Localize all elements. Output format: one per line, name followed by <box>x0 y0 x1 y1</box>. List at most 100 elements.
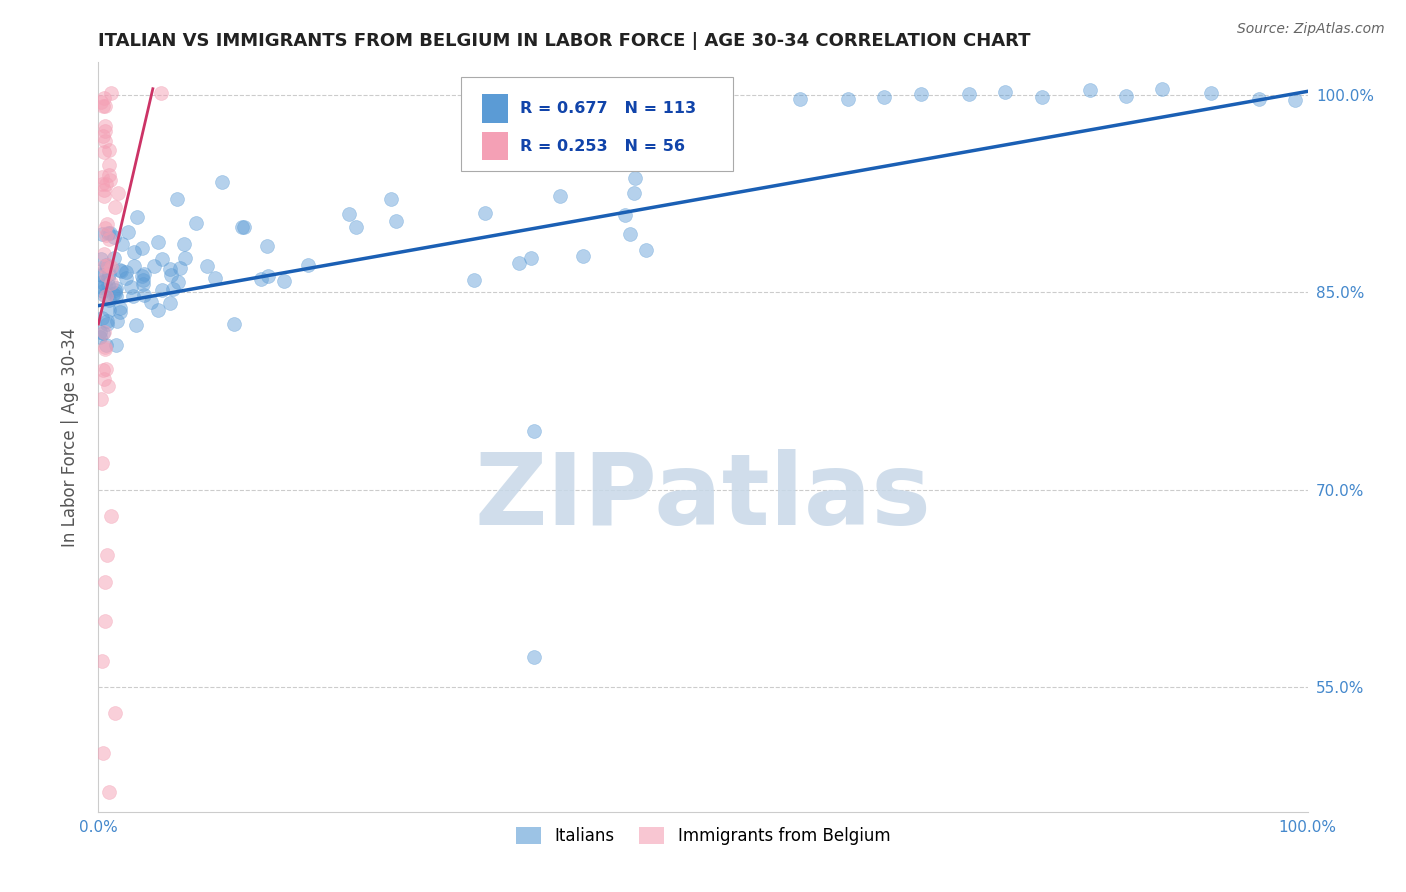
Point <box>100 508 122 523</box>
Point <box>97 143 120 157</box>
Point <box>91 285 114 299</box>
Point <box>1152 81 1174 95</box>
Point <box>623 186 645 200</box>
Point <box>131 268 153 283</box>
Point <box>122 259 145 273</box>
Point <box>90 268 112 282</box>
Point <box>173 237 195 252</box>
Text: R = 0.253   N = 56: R = 0.253 N = 56 <box>520 139 685 153</box>
Point <box>91 129 114 144</box>
Point <box>90 392 112 407</box>
Point <box>96 260 118 275</box>
Point <box>1284 93 1306 107</box>
Point <box>90 95 112 109</box>
Point <box>257 268 280 283</box>
Point <box>93 259 115 273</box>
Point <box>97 232 120 246</box>
Point <box>90 275 112 289</box>
Point <box>1249 92 1271 106</box>
Point <box>91 456 114 470</box>
Point <box>93 325 115 339</box>
Text: ZIPatlas: ZIPatlas <box>475 449 931 546</box>
Point <box>89 329 111 343</box>
Point <box>91 227 114 242</box>
Point <box>91 363 114 377</box>
Point <box>1115 89 1137 103</box>
Point <box>139 295 162 310</box>
Point <box>150 86 173 100</box>
Point <box>96 549 118 563</box>
Point <box>1199 86 1222 100</box>
Point <box>1031 89 1053 103</box>
Point <box>380 192 402 206</box>
Point <box>994 85 1017 99</box>
Point <box>96 317 118 331</box>
Point <box>100 86 122 100</box>
Point <box>94 124 117 138</box>
Point <box>297 259 319 273</box>
Point <box>256 239 278 253</box>
Point <box>111 236 134 251</box>
Point <box>100 260 122 274</box>
Point <box>233 219 256 234</box>
Point <box>91 310 114 325</box>
Point <box>623 142 645 156</box>
Point <box>91 177 114 191</box>
Point <box>614 208 637 222</box>
Point <box>166 192 188 206</box>
Point <box>108 301 131 315</box>
Point <box>93 288 115 302</box>
Point <box>98 158 121 172</box>
Point <box>548 188 571 202</box>
Point <box>93 340 115 354</box>
Point <box>91 654 114 668</box>
Point <box>125 318 148 332</box>
Point <box>344 220 367 235</box>
Point <box>110 263 132 277</box>
Point <box>132 288 155 302</box>
Point <box>97 258 120 272</box>
Point <box>523 649 546 664</box>
Point <box>89 267 111 281</box>
Point <box>103 252 125 266</box>
Point <box>98 303 121 318</box>
Point <box>910 87 932 101</box>
Point <box>93 247 115 261</box>
Point <box>384 213 406 227</box>
Point <box>957 87 980 102</box>
Point <box>96 314 118 328</box>
Point <box>273 274 295 288</box>
Point <box>508 255 530 269</box>
Point <box>94 614 117 628</box>
Point <box>93 145 115 159</box>
Point <box>195 260 218 274</box>
Point <box>121 280 143 294</box>
Point <box>93 188 115 202</box>
Point <box>97 785 120 799</box>
Point <box>104 285 127 300</box>
Point <box>104 288 127 302</box>
Point <box>98 267 121 281</box>
Point <box>150 283 173 297</box>
Point <box>474 206 496 220</box>
Point <box>93 372 115 386</box>
Point <box>107 186 129 201</box>
Point <box>204 271 226 285</box>
Point <box>97 379 120 393</box>
Point <box>131 241 153 255</box>
Point <box>184 216 207 230</box>
Point <box>105 281 128 295</box>
Point <box>211 175 233 189</box>
Point <box>873 90 896 104</box>
Y-axis label: In Labor Force | Age 30-34: In Labor Force | Age 30-34 <box>60 327 79 547</box>
Point <box>837 91 859 105</box>
Point <box>93 119 115 133</box>
Point <box>96 288 118 302</box>
Point <box>114 271 136 285</box>
Point <box>572 249 595 263</box>
Point <box>104 200 127 214</box>
Point <box>634 243 657 257</box>
Point <box>97 271 120 285</box>
Point <box>169 261 191 276</box>
Point <box>94 221 117 235</box>
